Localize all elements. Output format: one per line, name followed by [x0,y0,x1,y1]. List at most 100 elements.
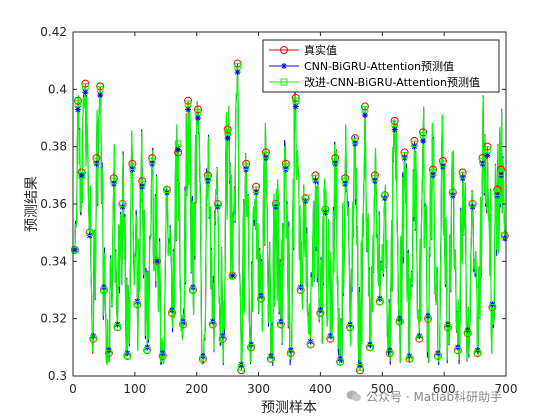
wechat-icon [346,390,361,402]
y-tick-label: 0.34 [40,254,67,268]
marker-improved [110,177,118,185]
marker-improved [100,286,108,294]
marker-improved [74,100,82,107]
marker-improved [297,286,304,294]
marker-improved [105,349,113,357]
marker-improved [134,301,141,308]
marker-improved [497,169,505,176]
marker-true-value [223,125,232,134]
x-tick-label: 600 [433,382,456,396]
marker-improved [153,258,161,265]
marker-improved [449,189,457,196]
marker-cnn-bigru [154,258,161,265]
legend-label: 改进-CNN-BiGRU-Attention预测值 [304,75,480,89]
marker-true-value [233,59,242,68]
marker-improved [419,131,427,139]
marker-improved [272,200,280,208]
marker-improved [317,309,324,317]
legend-label: CNN-BiGRU-Attention预测值 [304,60,454,73]
marker-improved [341,177,349,185]
marker-true-value [360,102,369,111]
y-tick-label: 0.38 [40,140,67,154]
marker-improved [90,335,97,343]
legend-box [262,39,500,93]
x-tick-label: 0 [69,382,77,396]
series-layer [70,59,509,375]
marker-true-value [184,96,193,105]
marker-cnn-bigru [74,106,81,113]
y-axis-label: 预测结果 [24,176,40,232]
marker-improved [484,146,491,153]
x-tick-label: 500 [371,382,394,396]
marker-improved [267,355,275,363]
marker-improved [189,286,197,294]
marker-true-value [228,271,237,280]
x-tick-label: 400 [309,382,332,396]
marker-improved [209,321,217,328]
legend-item: 真实值 [269,43,337,57]
marker-improved [386,349,394,357]
marker-improved [252,186,260,193]
marker-improved [114,323,121,331]
legend-marker-circle [280,46,288,54]
marker-cnn-bigru [175,146,182,153]
x-axis-label: 预测样本 [261,400,317,416]
marker-improved [194,108,202,116]
marker-improved [163,186,171,193]
marker-cnn-bigru [185,106,192,113]
legend: 真实值 CNN-BiGRU-Attention预测值改进-CNN-BiGRU-At… [262,39,500,93]
marker-improved [148,157,156,165]
marker-improved [82,83,89,90]
legend-item: CNN-BiGRU-Attention预测值 [269,60,454,73]
x-axis: 0 100 200 300 400 500 600 700 [69,32,517,396]
marker-cnn-bigru [194,115,201,121]
marker-improved [307,341,314,348]
marker-cnn-bigru [224,135,231,142]
marker-improved [376,298,384,305]
marker-improved [336,358,344,365]
marker-improved [459,172,466,179]
marker-improved [469,200,476,208]
marker-cnn-bigru [484,152,491,159]
marker-improved [366,344,374,351]
marker-improved [257,295,265,302]
marker-improved [322,206,329,214]
marker-improved [391,120,398,128]
marker-improved [371,174,379,182]
marker-improved [234,63,241,70]
marker-improved [312,174,319,182]
x-tick-label: 100 [123,382,146,396]
marker-improved [444,323,452,331]
marker-cnn-bigru [234,69,241,76]
marker-improved [86,229,94,236]
watermark: 公众号 · Matlab科研助手 [346,388,502,405]
marker-improved [78,172,85,179]
marker-improved [292,97,299,105]
marker-improved [247,344,255,351]
marker-improved [501,232,509,239]
marker-improved [454,346,462,354]
marker-true-value [81,79,90,88]
y-tick-label: 0.3 [48,369,67,383]
marker-cnn-bigru [292,103,299,110]
marker-improved [434,352,442,360]
marker-cnn-bigru [82,89,89,96]
marker-true-value [73,96,82,105]
marker-improved [416,335,423,343]
marker-true-value [153,257,162,266]
marker-cnn-bigru [229,272,236,279]
marker-cnn-bigru [420,137,427,144]
y-tick-label: 0.4 [48,82,67,96]
marker-improved [237,364,245,371]
marker-improved [401,151,408,159]
marker-improved [479,157,486,165]
marker-improved [184,100,192,107]
marker-true-value [390,116,399,125]
marker-improved [199,355,207,363]
marker-improved [464,329,471,337]
marker-improved [351,137,359,145]
marker-improved [143,346,151,354]
marker-improved [179,321,187,328]
y-tick-label: 0.32 [40,312,67,326]
